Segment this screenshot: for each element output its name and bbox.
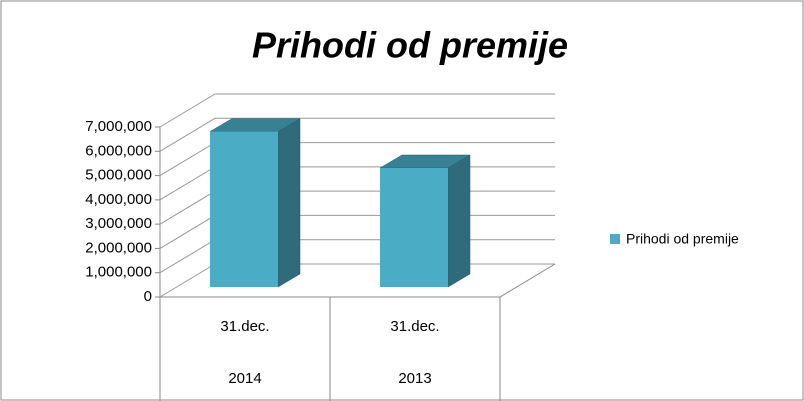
- y-tick-label: 4,000,000: [85, 191, 152, 208]
- y-tick-label: 6,000,000: [85, 142, 152, 159]
- chart-title: Prihodi od premije: [252, 25, 568, 66]
- legend-swatch: [610, 234, 620, 244]
- y-tick-label: 0: [144, 288, 152, 305]
- bar: [210, 131, 278, 287]
- x-tick-label: 31.dec.: [220, 318, 269, 335]
- y-tick-label: 2,000,000: [85, 239, 152, 256]
- grid-line: [159, 117, 555, 152]
- x-tick-label: 31.dec.: [390, 318, 439, 335]
- y-tick-label: 1,000,000: [85, 264, 152, 281]
- bar-top: [209, 118, 301, 132]
- legend-label: Prihodi od premije: [626, 231, 739, 247]
- bar-side: [277, 118, 301, 288]
- bar-side: [447, 154, 471, 288]
- y-tick-label: 3,000,000: [85, 215, 152, 232]
- x-tick-label: 2014: [228, 370, 261, 387]
- bar: [380, 168, 448, 287]
- y-tick-label: 5,000,000: [85, 167, 152, 184]
- x-tick-label: 2013: [398, 370, 431, 387]
- y-tick-label: 7,000,000: [85, 118, 152, 135]
- grid-line: [159, 93, 555, 128]
